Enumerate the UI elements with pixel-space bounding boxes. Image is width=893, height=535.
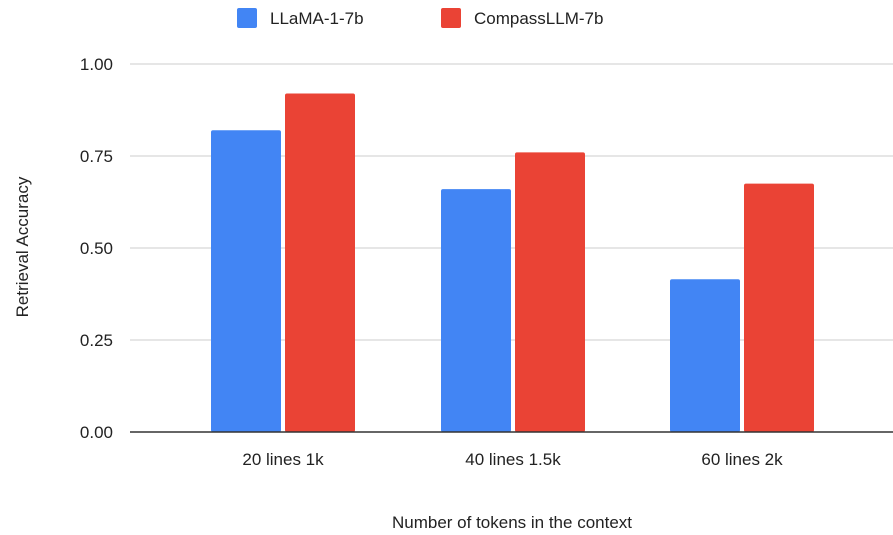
x-tick-label: 20 lines 1k	[242, 450, 324, 469]
legend-label: LLaMA-1-7b	[270, 9, 364, 28]
legend-swatch	[237, 8, 257, 28]
x-tick-label: 60 lines 2k	[701, 450, 783, 469]
y-axis-title: Retrieval Accuracy	[13, 176, 32, 317]
y-axis-ticks: 0.00 0.25 0.50 0.75 1.00	[80, 55, 113, 442]
bar-compassllm-7b-1	[285, 93, 355, 432]
legend: LLaMA-1-7b CompassLLM-7b	[237, 8, 603, 28]
legend-label: CompassLLM-7b	[474, 9, 603, 28]
x-axis-ticks: 20 lines 1k 40 lines 1.5k 60 lines 2k	[242, 450, 783, 469]
bar-llama-1-7b-3	[670, 279, 740, 432]
bar-llama-1-7b-1	[211, 130, 281, 433]
y-tick-label: 0.50	[80, 239, 113, 258]
legend-item: LLaMA-1-7b	[237, 8, 364, 28]
legend-item: CompassLLM-7b	[441, 8, 603, 28]
bars	[211, 93, 814, 433]
bar-compassllm-7b-2	[515, 152, 585, 432]
y-tick-label: 0.75	[80, 147, 113, 166]
y-tick-label: 0.00	[80, 423, 113, 442]
bar-llama-1-7b-2	[441, 189, 511, 432]
legend-swatch	[441, 8, 461, 28]
y-tick-label: 0.25	[80, 331, 113, 350]
bar-compassllm-7b-3	[744, 183, 814, 432]
x-tick-label: 40 lines 1.5k	[465, 450, 561, 469]
x-axis-title: Number of tokens in the context	[392, 513, 632, 532]
y-tick-label: 1.00	[80, 55, 113, 74]
